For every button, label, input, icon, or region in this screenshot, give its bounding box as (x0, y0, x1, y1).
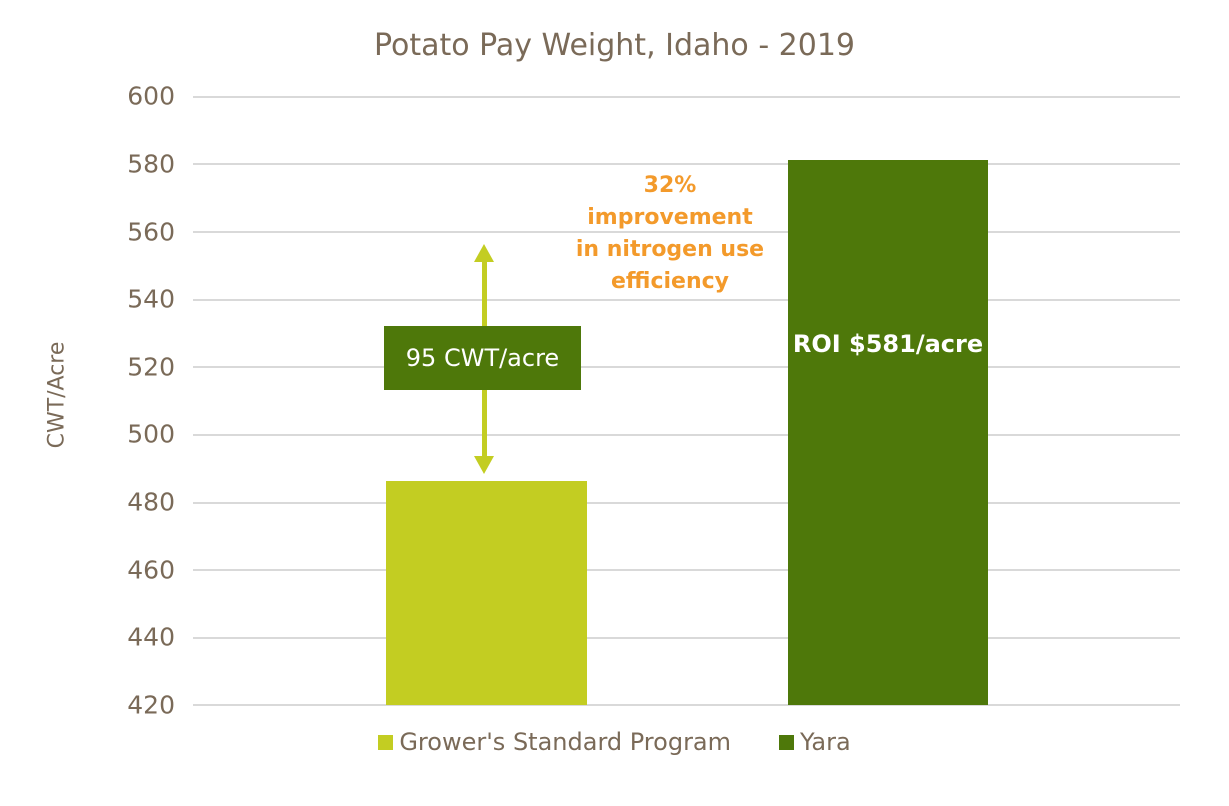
y-tick: 480 (127, 487, 175, 517)
roi-label: ROI $581/acre (792, 330, 984, 358)
y-tick: 600 (127, 81, 175, 111)
bar-yara[interactable] (788, 160, 988, 705)
gridline (193, 434, 1180, 436)
legend-label: Yara (800, 728, 851, 756)
y-tick: 560 (127, 217, 175, 247)
y-tick: 540 (127, 284, 175, 314)
gridline (193, 366, 1180, 368)
y-tick: 500 (127, 419, 175, 449)
nue-annotation: 32% improvement in nitrogen use efficien… (555, 170, 785, 298)
double-arrow-icon (474, 244, 494, 474)
gridline (193, 569, 1180, 571)
nue-line: improvement (587, 205, 753, 230)
chart-title: Potato Pay Weight, Idaho - 2019 (373, 28, 856, 63)
plot-area (193, 96, 1180, 706)
legend-swatch-growers (378, 734, 394, 750)
nue-line: 32% (643, 173, 697, 198)
y-tick: 420 (127, 690, 175, 720)
gridline (193, 637, 1180, 639)
legend-item-yara[interactable]: Yara (779, 728, 851, 756)
gridline (193, 502, 1180, 504)
y-axis-label: CWT/Acre (44, 341, 70, 449)
x-axis-line (193, 704, 1180, 706)
gridline (193, 299, 1180, 301)
nue-line: efficiency (610, 269, 729, 294)
difference-label-box: 95 CWT/acre (384, 326, 581, 390)
legend: Grower's Standard Program Yara (0, 728, 1229, 756)
gridline (193, 163, 1180, 165)
gridline (193, 231, 1180, 233)
y-tick: 440 (127, 622, 175, 652)
y-tick: 520 (127, 352, 175, 382)
nue-line: in nitrogen use (575, 237, 765, 262)
gridline (193, 96, 1180, 98)
legend-swatch-yara (779, 734, 795, 750)
y-tick: 460 (127, 555, 175, 585)
bar-growers-standard[interactable] (386, 481, 587, 705)
y-tick: 580 (127, 149, 175, 179)
legend-label: Grower's Standard Program (399, 728, 732, 756)
legend-item-growers[interactable]: Grower's Standard Program (378, 728, 731, 756)
